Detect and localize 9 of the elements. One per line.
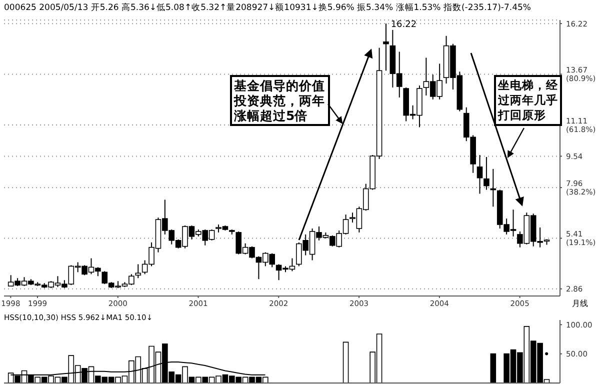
annotation: 16.22 bbox=[390, 20, 417, 30]
candlestick bbox=[484, 156, 490, 190]
annotation: 坐电梯，经过两年几乎打回原形 bbox=[494, 75, 562, 126]
candlestick bbox=[476, 154, 483, 194]
bar bbox=[490, 353, 496, 383]
annotation: 基金倡导的价值投资典范，两年涨幅超过5倍 bbox=[230, 75, 330, 126]
x-axis-title: 月线 bbox=[572, 299, 588, 309]
chart-subtitle: 000625 2005/05/13 开5.26 高5.36↓低5.08↑收5.32↑量208927↓额10931↓换5.96% 振5.34% 涨幅1.53% 指数(-235.17)-7.45% bbox=[4, 2, 531, 14]
candlestick bbox=[383, 23, 389, 72]
